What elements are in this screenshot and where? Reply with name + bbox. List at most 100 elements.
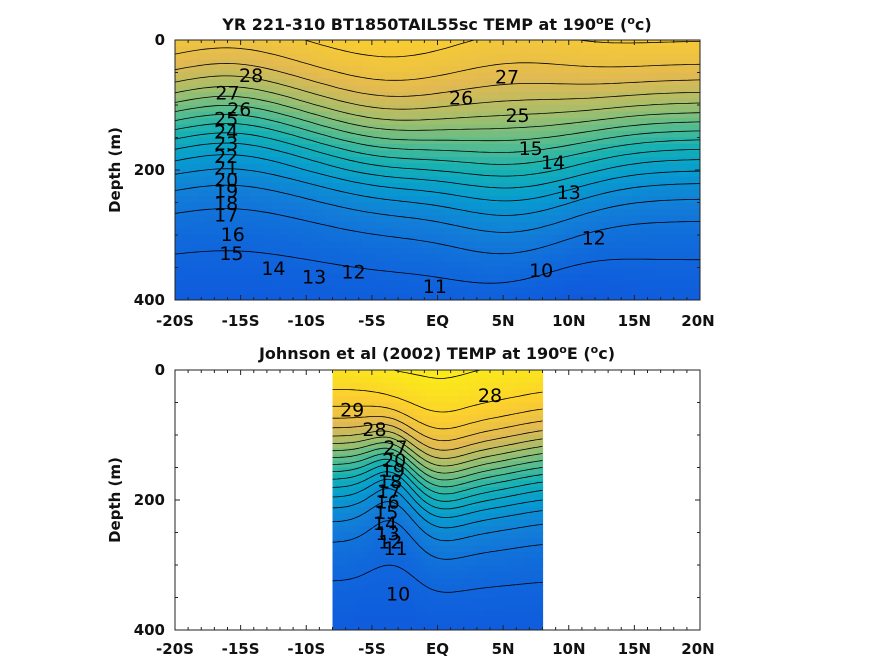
temperature-cell bbox=[473, 454, 478, 462]
temperature-cell bbox=[383, 409, 388, 417]
temperature-cell bbox=[317, 196, 326, 204]
temperature-cell bbox=[407, 111, 416, 119]
temperature-cell bbox=[460, 248, 469, 256]
temperature-cell bbox=[467, 72, 476, 80]
temperature-cell bbox=[647, 105, 656, 113]
temperature-cell bbox=[400, 66, 409, 74]
temperature-cell bbox=[473, 604, 478, 612]
temperature-cell bbox=[490, 267, 499, 275]
temperature-cell bbox=[595, 92, 604, 100]
temperature-cell bbox=[461, 441, 466, 449]
temperature-cell bbox=[265, 40, 274, 48]
temperature-cell bbox=[347, 519, 352, 527]
temperature-cell bbox=[580, 189, 589, 197]
temperature-cell bbox=[482, 500, 487, 508]
temperature-cell bbox=[440, 402, 445, 410]
temperature-cell bbox=[407, 85, 416, 93]
temperature-cell bbox=[374, 610, 379, 618]
temperature-cell bbox=[632, 235, 641, 243]
temperature-cell bbox=[512, 137, 521, 145]
temperature-cell bbox=[257, 66, 266, 74]
temperature-cell bbox=[295, 202, 304, 210]
temperature-cell bbox=[497, 150, 506, 158]
temperature-cell bbox=[359, 428, 364, 436]
temperature-cell bbox=[479, 441, 484, 449]
temperature-cell bbox=[670, 124, 679, 132]
temperature-cell bbox=[383, 597, 388, 605]
temperature-cell bbox=[476, 376, 481, 384]
temperature-cell bbox=[632, 105, 641, 113]
temperature-cell bbox=[380, 591, 385, 599]
temperature-cell bbox=[392, 480, 397, 488]
temperature-cell bbox=[235, 118, 244, 126]
temperature-cell bbox=[542, 235, 551, 243]
temperature-cell bbox=[404, 532, 409, 540]
temperature-cell bbox=[428, 441, 433, 449]
temperature-cell bbox=[416, 610, 421, 618]
temperature-cell bbox=[175, 163, 184, 171]
temperature-cell bbox=[446, 513, 451, 521]
temperature-cell bbox=[580, 98, 589, 106]
temperature-cell bbox=[467, 370, 472, 378]
temperature-cell bbox=[520, 137, 529, 145]
temperature-cell bbox=[452, 254, 461, 262]
temperature-cell bbox=[374, 558, 379, 566]
temperature-cell bbox=[482, 46, 491, 54]
temperature-cell bbox=[344, 428, 349, 436]
temperature-cell bbox=[520, 163, 529, 171]
temperature-cell bbox=[272, 274, 281, 282]
temperature-cell bbox=[685, 183, 694, 191]
temperature-cell bbox=[355, 209, 364, 217]
temperature-cell bbox=[310, 59, 319, 67]
temperature-cell bbox=[497, 274, 506, 282]
temperature-cell bbox=[400, 274, 409, 282]
temperature-cell bbox=[557, 131, 566, 139]
temperature-cell bbox=[392, 422, 397, 430]
temperature-cell bbox=[353, 389, 358, 397]
temperature-cell bbox=[355, 183, 364, 191]
temperature-cell bbox=[512, 92, 521, 100]
temperature-cell bbox=[565, 79, 574, 87]
temperature-cell bbox=[302, 85, 311, 93]
temperature-cell bbox=[365, 396, 370, 404]
temperature-cell bbox=[197, 79, 206, 87]
temperature-cell bbox=[467, 66, 476, 74]
temperature-cell bbox=[407, 409, 412, 417]
temperature-cell bbox=[445, 209, 454, 217]
temperature-cell bbox=[428, 487, 433, 495]
temperature-cell bbox=[335, 441, 340, 449]
temperature-cell bbox=[353, 571, 358, 579]
temperature-cell bbox=[632, 92, 641, 100]
temperature-cell bbox=[205, 209, 214, 217]
temperature-cell bbox=[347, 228, 356, 236]
temperature-cell bbox=[460, 215, 469, 223]
temperature-cell bbox=[377, 396, 382, 404]
temperature-cell bbox=[383, 519, 388, 527]
temperature-cell bbox=[205, 59, 214, 67]
temperature-cell bbox=[190, 176, 199, 184]
temperature-cell bbox=[359, 604, 364, 612]
temperature-cell bbox=[479, 591, 484, 599]
temperature-cell bbox=[565, 267, 574, 275]
temperature-cell bbox=[325, 98, 334, 106]
temperature-cell bbox=[347, 222, 356, 230]
temperature-cell bbox=[362, 215, 371, 223]
temperature-cell bbox=[452, 40, 461, 48]
temperature-cell bbox=[370, 274, 379, 282]
temperature-cell bbox=[595, 261, 604, 269]
temperature-cell bbox=[467, 85, 476, 93]
temperature-cell bbox=[386, 539, 391, 547]
temperature-cell bbox=[362, 189, 371, 197]
temperature-cell bbox=[422, 98, 431, 106]
temperature-cell bbox=[557, 189, 566, 197]
temperature-cell bbox=[446, 500, 451, 508]
temperature-cell bbox=[473, 422, 478, 430]
temperature-cell bbox=[422, 487, 427, 495]
temperature-cell bbox=[415, 241, 424, 249]
temperature-cell bbox=[374, 506, 379, 514]
temperature-cell bbox=[272, 261, 281, 269]
temperature-cell bbox=[250, 79, 259, 87]
temperature-cell bbox=[371, 454, 376, 462]
temperature-cell bbox=[340, 92, 349, 100]
temperature-cell bbox=[460, 228, 469, 236]
